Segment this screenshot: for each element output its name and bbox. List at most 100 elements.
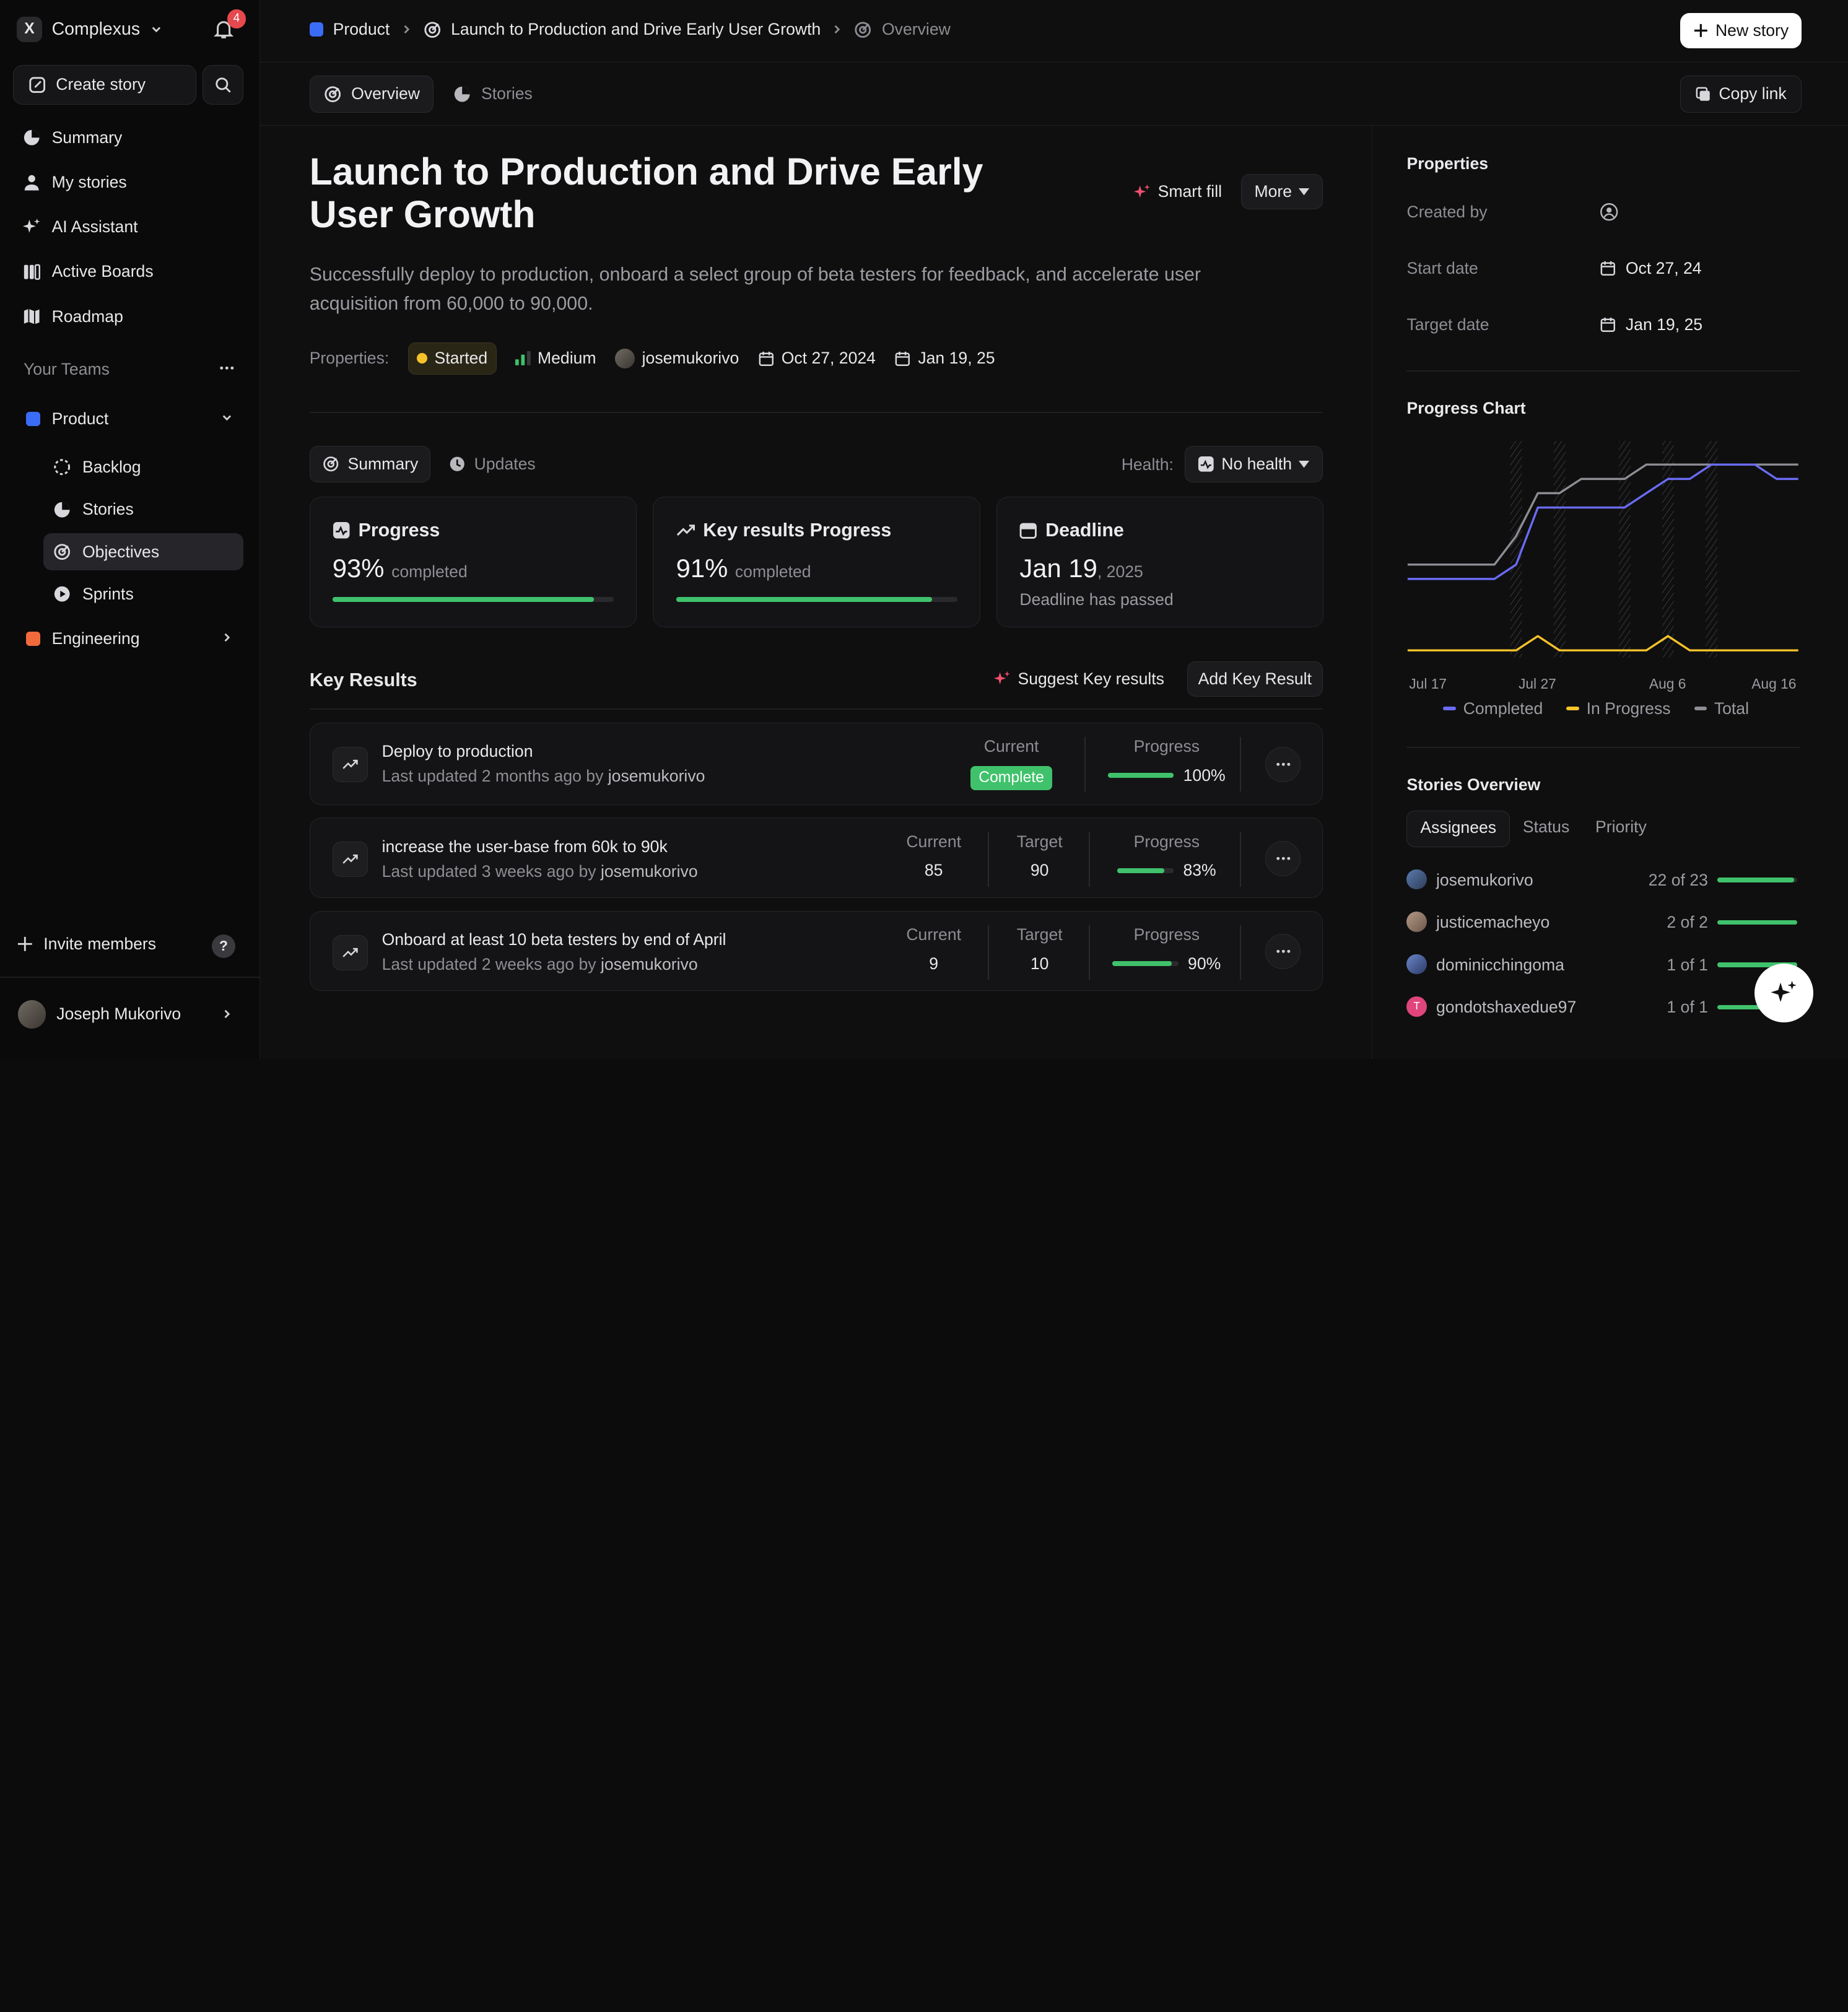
assignee-count: 2 of 2: [1667, 913, 1708, 932]
chart-hatch-band: [1706, 441, 1718, 658]
created-by-row[interactable]: Created by: [1406, 198, 1800, 226]
legend-completed[interactable]: Completed: [1443, 699, 1543, 718]
tab-summary[interactable]: Summary: [309, 446, 431, 482]
end-date-value: Jan 19, 25: [918, 349, 995, 368]
bell-icon[interactable]: [213, 19, 234, 40]
start-date-chip[interactable]: Oct 27, 2024: [758, 349, 876, 368]
search-button[interactable]: [202, 64, 244, 105]
assignee-row[interactable]: dominicchingoma 1 of 1: [1406, 951, 1800, 979]
chart-hatch-bands: [1510, 441, 1718, 658]
key-result-author: josemukorivo: [600, 861, 698, 881]
divider: [1239, 737, 1241, 791]
suggest-key-results-button[interactable]: Suggest Key results: [993, 669, 1164, 689]
key-result-row[interactable]: Onboard at least 10 beta testers by end …: [309, 910, 1323, 991]
progress-percent: 93%: [332, 553, 385, 583]
tab-assignees[interactable]: Assignees: [1406, 811, 1510, 847]
trending-up-icon: [332, 746, 368, 782]
target-date-row[interactable]: Target date Jan 19, 25: [1406, 311, 1800, 339]
nav-summary[interactable]: Summary: [13, 115, 243, 160]
progress-value: 83%: [1183, 861, 1216, 880]
assignee-row[interactable]: justicemacheyo 2 of 2: [1406, 908, 1800, 937]
stories-overview-tabs: Assignees Status Priority: [1406, 811, 1659, 847]
progress-bar: [332, 597, 614, 602]
nav-my-stories[interactable]: My stories: [13, 160, 243, 204]
legend-in-progress[interactable]: In Progress: [1566, 699, 1671, 718]
divider: [309, 708, 1323, 710]
priority-bars-icon: [515, 351, 531, 366]
mini-progress-bar: [1117, 868, 1174, 873]
deadline-card-title-text: Deadline: [1045, 519, 1124, 541]
objectives-icon: [53, 542, 71, 561]
progress-line: 90%: [1096, 954, 1237, 973]
boards-icon: [22, 263, 41, 281]
trending-up-icon: [676, 523, 695, 538]
breadcrumb-team[interactable]: Product: [333, 20, 390, 39]
objective-description[interactable]: Successfully deploy to production, onboa…: [309, 263, 1201, 315]
start-date-row[interactable]: Start date Oct 27, 24: [1406, 254, 1800, 282]
tab-priority[interactable]: Priority: [1595, 817, 1647, 837]
add-key-result-button[interactable]: Add Key Result: [1187, 661, 1323, 697]
more-horizontal-icon[interactable]: [1265, 746, 1301, 782]
invite-members-button[interactable]: Invite members: [17, 934, 156, 954]
assignee-name: gondotshaxedue97: [1436, 998, 1577, 1017]
legend-total[interactable]: Total: [1694, 699, 1749, 718]
health-label: Health:: [1121, 455, 1174, 474]
team-engineering[interactable]: Engineering: [13, 618, 243, 660]
tab-overview-label: Overview: [351, 84, 420, 103]
start-date-value: Oct 27, 24: [1600, 259, 1702, 278]
smart-fill-button[interactable]: Smart fill: [1133, 182, 1222, 201]
new-story-button[interactable]: New story: [1680, 12, 1802, 48]
chart-hatch-band: [1554, 441, 1566, 658]
plus-icon: [17, 936, 33, 952]
target-label: Target: [1016, 925, 1063, 944]
sub-stories[interactable]: Stories: [43, 490, 243, 528]
progress-card-title: Progress: [333, 520, 440, 541]
current-value: 9: [929, 954, 939, 973]
sub-backlog[interactable]: Backlog: [43, 448, 243, 486]
end-date-chip[interactable]: Jan 19, 25: [894, 349, 995, 368]
tab-overview[interactable]: Overview: [309, 75, 434, 113]
breadcrumb-objective[interactable]: Launch to Production and Drive Early Use…: [451, 20, 821, 39]
assignee-count: 22 of 23: [1648, 870, 1708, 889]
new-story-label: New story: [1715, 20, 1789, 40]
tab-status[interactable]: Status: [1522, 817, 1570, 837]
sub-objectives[interactable]: Objectives: [43, 533, 244, 571]
create-story-button[interactable]: Create story: [12, 64, 197, 105]
sub-sprints[interactable]: Sprints: [43, 575, 243, 613]
deadline-card: Deadline Jan 19, 2025 Deadline has passe…: [996, 496, 1324, 627]
health-select[interactable]: No health: [1185, 446, 1323, 482]
more-horizontal-icon[interactable]: [219, 360, 235, 379]
user-menu[interactable]: Joseph Mukorivo: [17, 999, 181, 1029]
ai-assistant-fab[interactable]: [1754, 964, 1813, 1023]
help-icon[interactable]: ?: [212, 934, 235, 958]
chevron-down-icon: [220, 411, 234, 425]
legend-label: Total: [1714, 699, 1750, 718]
sub-objectives-label: Objectives: [82, 542, 160, 561]
status-dot-icon: [416, 353, 428, 364]
priority-chip[interactable]: Medium: [515, 349, 596, 368]
assignee-row[interactable]: josemukorivo 22 of 23: [1406, 866, 1800, 894]
lead-chip[interactable]: josemukorivo: [614, 348, 739, 369]
divider: [988, 832, 989, 887]
team-product[interactable]: Product: [13, 398, 243, 440]
nav-ai-assistant[interactable]: AI Assistant: [13, 205, 243, 250]
progress-column: Progress 83%: [1096, 832, 1237, 880]
workspace-switcher[interactable]: X Complexus: [16, 16, 164, 43]
more-horizontal-icon[interactable]: [1265, 840, 1301, 876]
nav-roadmap[interactable]: Roadmap: [13, 294, 243, 339]
more-horizontal-icon[interactable]: [1265, 933, 1301, 969]
tab-stories[interactable]: Stories: [440, 76, 546, 113]
copy-link-button[interactable]: Copy link: [1680, 75, 1802, 113]
status-badge[interactable]: Started: [408, 342, 497, 375]
health-value: No health: [1221, 455, 1292, 474]
chevron-right-icon[interactable]: [220, 1007, 234, 1021]
more-button[interactable]: More: [1241, 174, 1323, 210]
series-line-in-progress: [1408, 635, 1799, 652]
tab-updates[interactable]: Updates: [437, 446, 547, 482]
assignee-row[interactable]: T gondotshaxedue97 1 of 1: [1406, 993, 1800, 1022]
avatar: [1406, 869, 1427, 890]
key-result-row[interactable]: Deploy to production Last updated 2 mont…: [309, 722, 1323, 805]
page-title[interactable]: Launch to Production and Drive Early Use…: [309, 150, 983, 235]
key-result-row[interactable]: increase the user-base from 60k to 90k L…: [309, 817, 1323, 898]
nav-active-boards[interactable]: Active Boards: [13, 250, 243, 294]
